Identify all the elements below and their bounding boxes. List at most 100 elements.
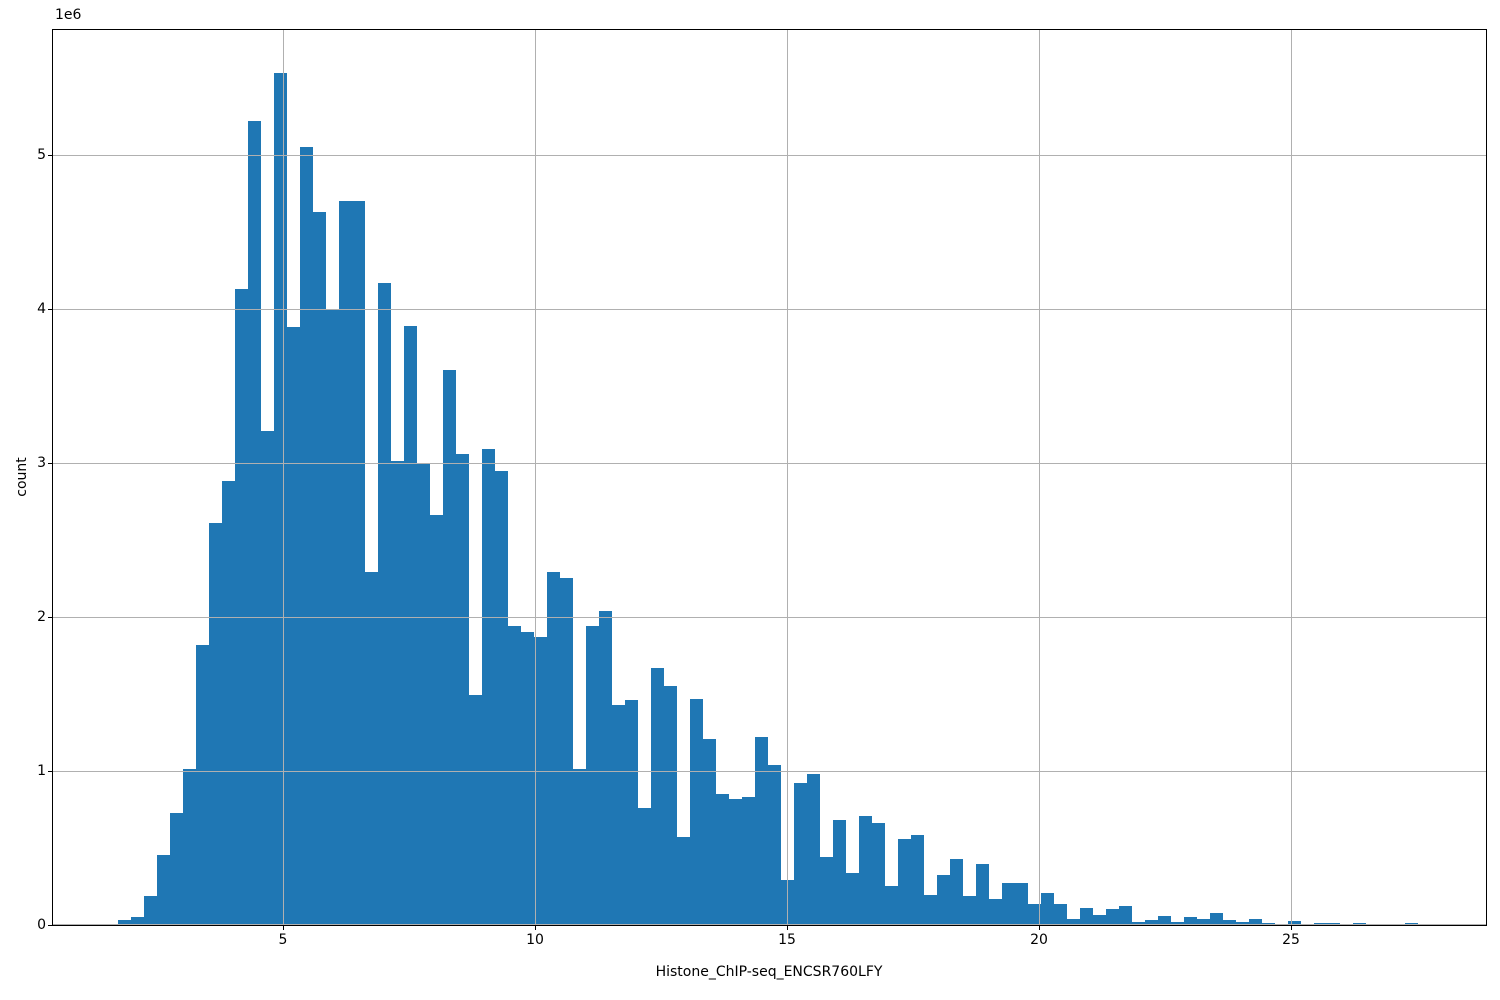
histogram-bar — [1249, 919, 1262, 925]
histogram-bar — [937, 875, 950, 925]
y-tick-label: 5 — [37, 147, 46, 163]
histogram-bar — [846, 873, 859, 925]
histogram-bar — [1093, 915, 1106, 925]
histogram-bar — [1054, 904, 1067, 925]
histogram-bar — [898, 839, 911, 925]
histogram-bar — [482, 449, 495, 925]
x-tick-mark — [1039, 926, 1040, 930]
histogram-bar — [820, 857, 833, 925]
histogram-bar — [222, 481, 235, 925]
histogram-bar — [365, 572, 378, 925]
histogram-bar — [183, 769, 196, 925]
y-tick-mark — [48, 463, 52, 464]
x-tick-label: 20 — [1030, 932, 1048, 948]
plot-area — [52, 29, 1487, 926]
y-tick-label: 3 — [37, 455, 46, 471]
gridline-y — [53, 155, 1486, 156]
histogram-bar — [1184, 917, 1197, 925]
y-tick-mark — [48, 155, 52, 156]
gridline-x — [1291, 30, 1292, 925]
histogram-bar — [1223, 920, 1236, 925]
y-tick-mark — [48, 771, 52, 772]
histogram-bar — [391, 461, 404, 925]
histogram-bar — [1002, 883, 1015, 925]
histogram-bar — [118, 920, 131, 925]
histogram-bar — [209, 523, 222, 925]
histogram-bar — [1210, 913, 1223, 925]
histogram-bar — [534, 637, 547, 925]
histogram-bar — [677, 837, 690, 925]
y-axis-offset-text: 1e6 — [55, 7, 82, 23]
gridline-y — [53, 617, 1486, 618]
histogram-bar — [235, 289, 248, 925]
histogram-bar — [885, 886, 898, 925]
histogram-bar — [1106, 909, 1119, 925]
histogram-bar — [859, 816, 872, 925]
histogram-bar — [443, 370, 456, 925]
histogram-bar — [586, 626, 599, 925]
histogram-bar — [989, 899, 1002, 925]
gridline-x — [283, 30, 284, 925]
histogram-bar — [456, 454, 469, 925]
histogram-bar — [1067, 919, 1080, 925]
histogram-bar — [729, 799, 742, 925]
histogram-bar — [521, 632, 534, 925]
histogram-bar — [1145, 920, 1158, 925]
histogram-bar — [170, 813, 183, 925]
histogram-bar — [833, 820, 846, 925]
histogram-bar — [807, 774, 820, 925]
histogram-bar — [1015, 883, 1028, 925]
histogram-bar — [404, 326, 417, 925]
y-tick-mark — [48, 309, 52, 310]
histogram-bar — [144, 896, 157, 925]
histogram-bar — [625, 700, 638, 925]
y-tick-mark — [48, 925, 52, 926]
histogram-bar — [274, 73, 287, 925]
x-tick-label: 10 — [526, 932, 544, 948]
histogram-bar — [794, 783, 807, 925]
histogram-bar — [755, 737, 768, 925]
histogram-bar — [716, 794, 729, 925]
x-tick-label: 15 — [778, 932, 796, 948]
histogram-bar — [703, 739, 716, 925]
histogram-bar — [664, 686, 677, 925]
x-tick-mark — [1291, 926, 1292, 930]
histogram-bar — [261, 431, 274, 925]
histogram-bar — [911, 835, 924, 925]
histogram-bar — [1132, 922, 1145, 925]
gridline-y — [53, 463, 1486, 464]
gridline-x — [787, 30, 788, 925]
histogram-bar — [1288, 921, 1301, 925]
histogram-bar — [599, 611, 612, 925]
histogram-bar — [560, 578, 573, 925]
histogram-bar — [131, 917, 144, 925]
gridline-x — [1039, 30, 1040, 925]
histogram-bar — [313, 212, 326, 925]
histogram-bar — [1080, 908, 1093, 925]
histogram-bar — [339, 201, 352, 925]
x-tick-label: 5 — [278, 932, 288, 948]
gridline-y — [53, 771, 1486, 772]
gridline-y — [53, 924, 1486, 925]
histogram-bar — [287, 327, 300, 925]
histogram-bar — [547, 572, 560, 925]
y-tick-label: 4 — [37, 301, 46, 317]
histogram-bar — [417, 463, 430, 925]
x-tick-label: 25 — [1282, 932, 1300, 948]
x-tick-mark — [787, 926, 788, 930]
histogram-bar — [950, 859, 963, 925]
histogram-bar — [872, 823, 885, 925]
y-tick-label: 0 — [37, 917, 46, 933]
histogram-bar — [430, 515, 443, 925]
histogram-bar — [1158, 916, 1171, 925]
x-tick-mark — [283, 926, 284, 930]
histogram-bar — [248, 121, 261, 925]
histogram-bar — [1171, 922, 1184, 925]
histogram-bar — [1041, 893, 1054, 925]
y-tick-label: 1 — [37, 763, 46, 779]
x-tick-mark — [535, 926, 536, 930]
histogram-bar — [1119, 906, 1132, 925]
histogram-bar — [768, 765, 781, 925]
histogram-bar — [1236, 922, 1249, 925]
